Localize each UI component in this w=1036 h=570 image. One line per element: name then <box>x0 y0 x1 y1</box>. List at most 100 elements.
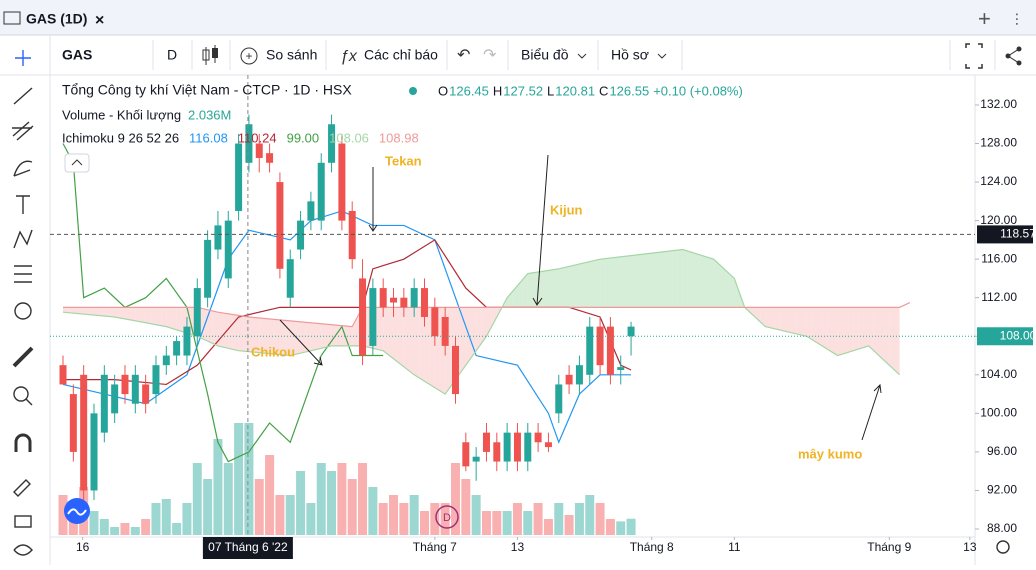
cloud-fill <box>63 307 69 313</box>
cloud-fill <box>378 307 384 351</box>
zoom-tool[interactable] <box>13 386 29 402</box>
ohlc-value: 126.45 <box>449 83 489 98</box>
volume-bar <box>502 511 512 535</box>
forecast-tool[interactable] <box>14 265 32 283</box>
cloud-fill <box>140 307 146 323</box>
pattern-tool[interactable] <box>13 229 33 249</box>
cloud-fill <box>310 322 317 351</box>
annotation: mây kumo <box>798 446 862 461</box>
candle-body <box>431 307 439 337</box>
cloud-fill <box>785 307 792 333</box>
volume-bar <box>595 503 605 535</box>
share[interactable] <box>1005 46 1022 66</box>
x-tick-label: 11 <box>728 540 741 554</box>
y-tick-label: 128.00 <box>980 136 1017 150</box>
cloud-fill <box>734 278 740 308</box>
candle-body <box>617 367 625 370</box>
volume-bar <box>564 515 574 535</box>
cloud-fill <box>770 307 776 330</box>
ichimoku-value: 116.08 <box>189 130 228 145</box>
cloud-fill <box>651 252 657 308</box>
candle-body <box>235 143 243 211</box>
candle-body <box>266 153 274 163</box>
y-tick-label: 104.00 <box>980 367 1017 381</box>
volume-bar <box>58 495 68 535</box>
chart-menu[interactable]: Biểu đồ <box>521 47 569 63</box>
cloud-fill <box>543 270 549 308</box>
cloud-fill <box>161 307 167 327</box>
cloud-fill <box>589 260 595 308</box>
eraser-tool[interactable] <box>13 479 31 497</box>
fullscreen[interactable] <box>965 43 983 69</box>
menu[interactable]: ⋮ <box>1010 11 1024 27</box>
volume-bar <box>172 523 182 535</box>
compare[interactable]: So sánh <box>266 47 317 63</box>
symbol[interactable]: GAS <box>62 47 92 63</box>
cloud-fill <box>718 263 725 308</box>
profile-menu[interactable]: Hồ sơ <box>611 47 649 63</box>
market-status <box>409 87 417 95</box>
cloud-fill <box>176 307 182 332</box>
indicators[interactable]: Các chỉ báo <box>364 47 438 63</box>
ruler-tool[interactable] <box>12 346 34 368</box>
ohlc-key: C <box>599 83 608 98</box>
add-tab[interactable]: + <box>978 6 991 31</box>
caret <box>657 53 667 59</box>
magnet-tool[interactable] <box>14 433 32 452</box>
brush-tool[interactable] <box>13 160 33 177</box>
cloud-fill <box>563 266 570 308</box>
cloud-fill <box>693 252 699 308</box>
text-tool[interactable] <box>16 195 30 214</box>
compare-icon[interactable] <box>240 47 258 65</box>
cloud-fill <box>166 307 172 329</box>
undo[interactable]: ↶ <box>457 47 470 64</box>
fx-icon[interactable]: ƒx <box>340 48 358 65</box>
tab-close[interactable]: × <box>95 12 104 29</box>
cloud-fill <box>837 307 843 356</box>
ichimoku-value: 108.98 <box>379 130 419 145</box>
collapse-legend[interactable] <box>64 153 90 173</box>
cloud-fill <box>403 307 410 371</box>
candle-body <box>586 326 594 375</box>
emoji-tool[interactable] <box>14 302 32 320</box>
candle-body <box>59 365 67 385</box>
cloud-fill <box>780 307 786 332</box>
candle-body <box>100 374 108 433</box>
y-tick-label: 96.00 <box>987 444 1017 458</box>
cloud-fill <box>656 251 663 308</box>
y-tick-label: 120.00 <box>980 213 1017 227</box>
fib-tool[interactable] <box>12 121 34 141</box>
interval[interactable]: D <box>167 47 177 63</box>
redo[interactable]: ↷ <box>483 47 497 64</box>
eye-tool[interactable] <box>13 544 33 556</box>
crosshair-tool[interactable] <box>15 50 31 66</box>
candle-body <box>575 365 583 385</box>
cloud-fill <box>212 310 218 346</box>
candle-body <box>317 162 325 221</box>
cloud-fill <box>724 268 730 308</box>
crosshair-label: 07 Tháng 6 '22 <box>208 540 288 554</box>
trend-tool[interactable] <box>13 87 33 105</box>
lock-tool[interactable] <box>14 515 32 528</box>
cloud-fill <box>316 323 322 350</box>
settings[interactable] <box>996 540 1010 554</box>
cloud-fill <box>863 307 869 348</box>
volume-bar <box>420 511 430 535</box>
cloud-fill <box>305 322 311 352</box>
volume-bar <box>492 511 502 535</box>
volume-bar <box>99 519 109 535</box>
volume-bar <box>399 503 409 535</box>
cloud-fill <box>842 307 848 354</box>
dividend-marker[interactable] <box>435 505 459 529</box>
cloud-fill <box>749 307 756 317</box>
cloud-fill <box>491 307 497 327</box>
cloud-fill <box>517 279 523 308</box>
cloud-fill <box>553 268 559 308</box>
volume-bar <box>244 423 254 535</box>
annotation: Kijun <box>550 202 583 217</box>
x-tick-label: Tháng 9 <box>867 540 911 554</box>
cloud-fill <box>853 307 859 351</box>
candle-icon[interactable] <box>202 45 218 65</box>
tab-title[interactable]: GAS (1D) <box>26 11 87 27</box>
volume-bar <box>192 463 202 535</box>
